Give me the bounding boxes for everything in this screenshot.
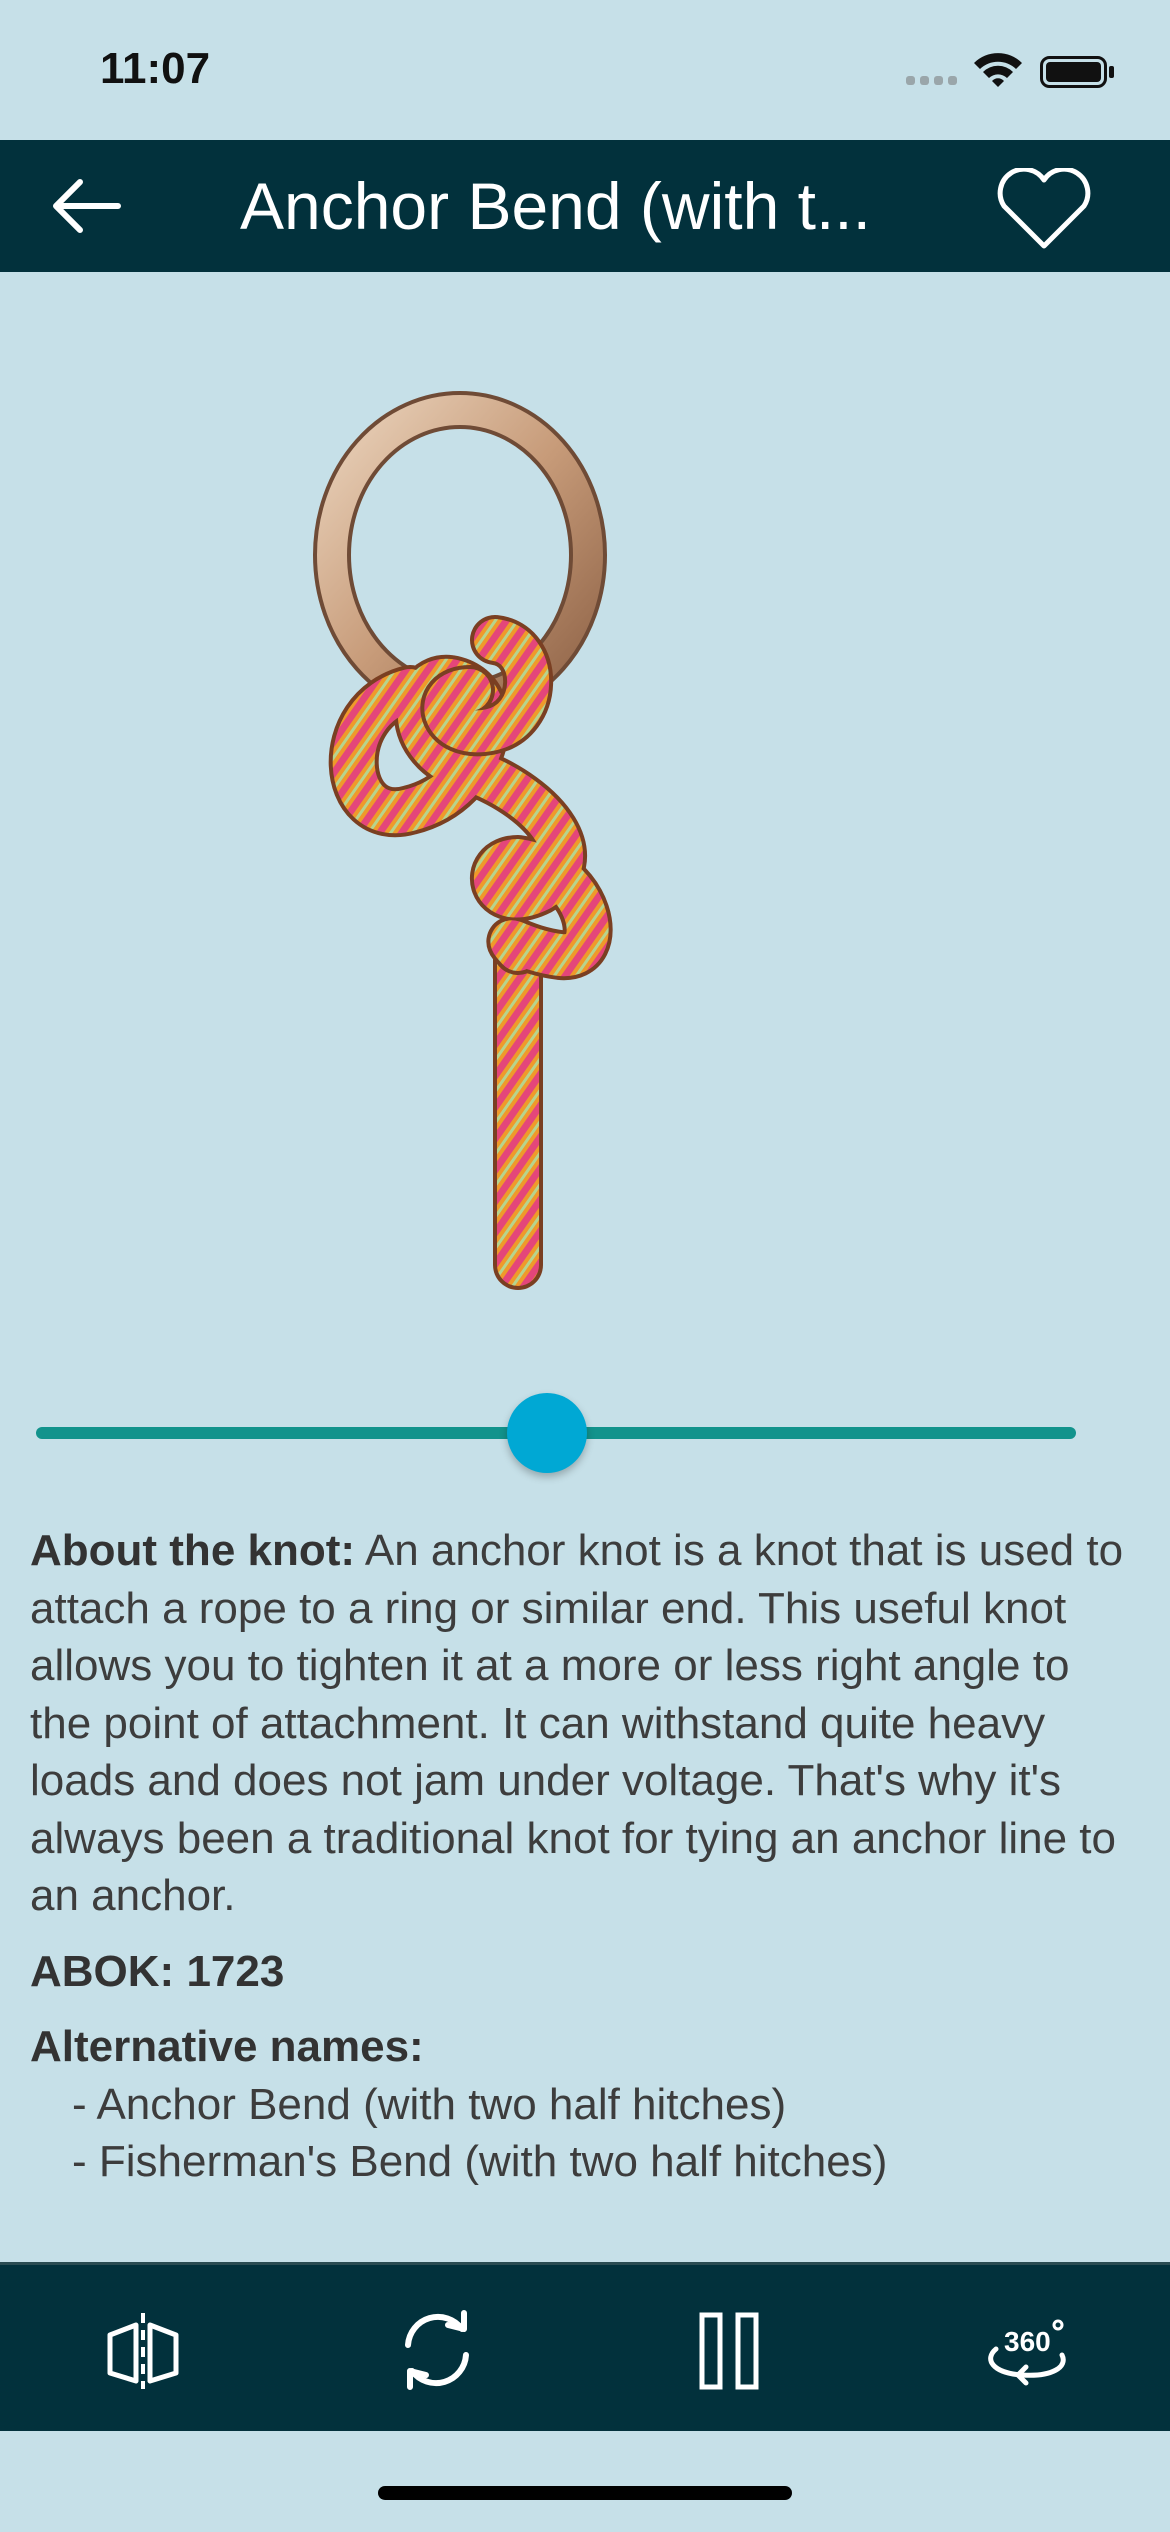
- abok-line: ABOK: 1723: [30, 1943, 1140, 2001]
- knot-illustration: [313, 391, 613, 1290]
- animation-progress-slider[interactable]: [36, 1385, 1078, 1475]
- alternative-names-section: Alternative names: - Anchor Bend (with t…: [30, 2018, 1140, 2191]
- alternative-names-label: Alternative names:: [30, 2022, 424, 2071]
- abok-value: 1723: [186, 1946, 285, 1996]
- status-time: 11:07: [100, 44, 211, 93]
- wifi-icon: [974, 53, 1022, 87]
- navigation-bar: Anchor Bend (with t...: [0, 140, 1170, 272]
- battery-icon: [1040, 56, 1114, 88]
- status-bar: 11:07: [0, 0, 1170, 140]
- bottom-toolbar: 360: [0, 2262, 1170, 2431]
- cellular-signal-icon: [906, 76, 957, 85]
- knot-description: About the knot: An anchor knot is a knot…: [30, 1522, 1140, 2230]
- abok-label: ABOK:: [30, 1946, 175, 1996]
- svg-text:360: 360: [1004, 2326, 1051, 2357]
- alternative-name-item: - Anchor Bend (with two half hitches): [72, 2079, 787, 2129]
- back-arrow-icon[interactable]: [48, 170, 128, 242]
- slider-thumb[interactable]: [506, 1393, 587, 1473]
- alternative-names-list: - Anchor Bend (with two half hitches) - …: [30, 2076, 1140, 2191]
- about-label: About the knot:: [30, 1526, 356, 1575]
- home-indicator: [378, 2486, 792, 2500]
- mirror-flip-icon[interactable]: [98, 2305, 188, 2395]
- alternative-name-item: - Fisherman's Bend (with two half hitche…: [72, 2137, 888, 2186]
- heart-icon[interactable]: [994, 168, 1094, 252]
- rotate-icon[interactable]: [392, 2305, 482, 2395]
- rotate-360-icon[interactable]: 360: [982, 2305, 1072, 2395]
- about-text: An anchor knot is a knot that is used to…: [30, 1526, 1124, 1920]
- pause-icon[interactable]: [688, 2305, 778, 2395]
- page-title: Anchor Bend (with t...: [240, 169, 871, 243]
- about-paragraph: About the knot: An anchor knot is a knot…: [30, 1522, 1140, 1925]
